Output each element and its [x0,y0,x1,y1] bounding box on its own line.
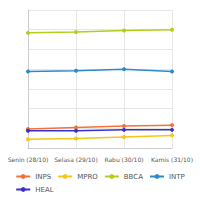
svg-text:Rabu (30/10): Rabu (30/10) [104,156,143,163]
svg-text:BBCA: BBCA [124,173,143,181]
svg-text:Kamis (31/10): Kamis (31/10) [151,156,193,163]
svg-text:HEAL: HEAL [35,186,53,194]
svg-text:Senin (28/10): Senin (28/10) [8,156,49,163]
svg-text:INPS: INPS [35,173,52,181]
svg-text:Selasa (29/10): Selasa (29/10) [54,156,98,163]
svg-text:INTP: INTP [169,173,185,181]
svg-text:MPRO: MPRO [77,173,98,181]
